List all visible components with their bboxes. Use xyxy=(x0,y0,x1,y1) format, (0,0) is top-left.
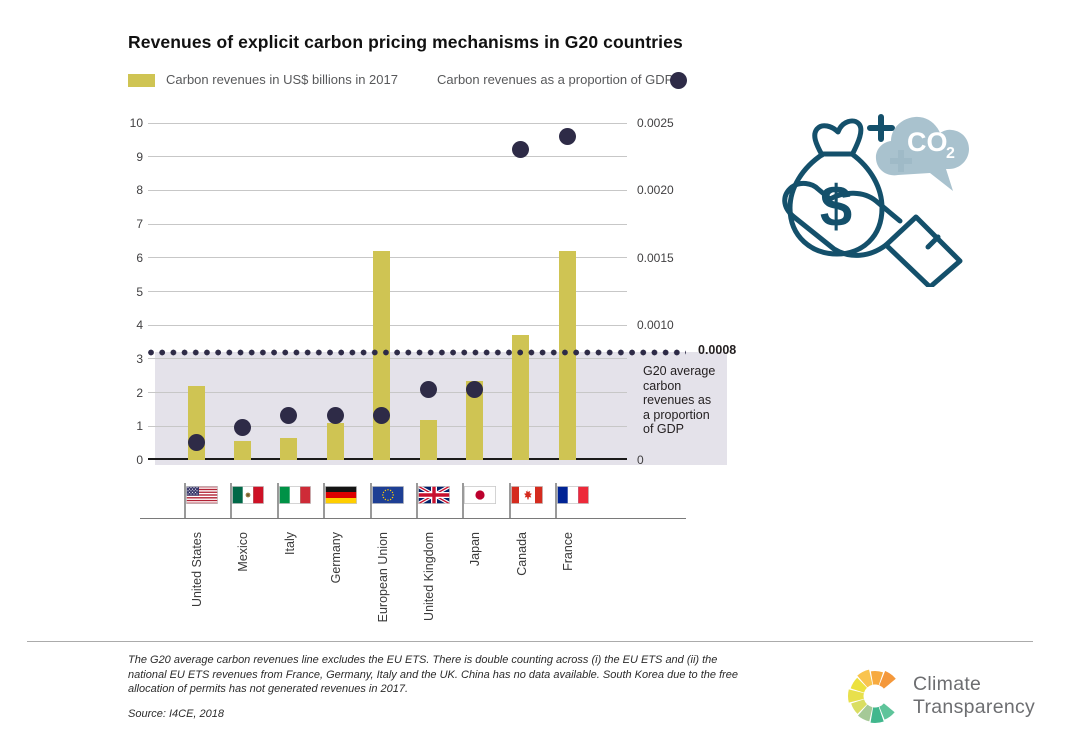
flag-mexico-icon xyxy=(232,486,265,505)
left-axis-tick-label: 10 xyxy=(129,116,143,130)
bar-mexico xyxy=(233,441,251,460)
flag-baseline xyxy=(140,518,686,519)
gridline xyxy=(148,156,627,158)
gdp-dot-japan xyxy=(465,381,483,399)
flag-united-kingdom-icon xyxy=(417,484,451,506)
left-axis-tick-label: 2 xyxy=(136,385,143,400)
flag-united-states-icon xyxy=(186,486,219,505)
logo-wheel-segment xyxy=(851,699,867,714)
left-axis-tick-label: 0 xyxy=(136,453,143,467)
bar-canada xyxy=(512,335,530,460)
flag-japan-icon xyxy=(464,486,497,505)
hand-icon xyxy=(782,180,889,258)
svg-text:2: 2 xyxy=(946,145,955,162)
gridline xyxy=(148,223,627,225)
logo-wheel-segment xyxy=(870,670,884,686)
svg-text:CO: CO xyxy=(907,127,948,157)
country-label: Germany xyxy=(329,532,344,584)
gridline xyxy=(148,189,627,191)
left-axis-tick-label: 1 xyxy=(136,419,143,434)
gdp-dot-germany xyxy=(326,407,344,425)
left-axis-tick-label: 3 xyxy=(136,351,143,366)
right-axis-tick-label: 0.0010 xyxy=(637,318,674,333)
country-label: United Kingdom xyxy=(422,532,436,621)
left-axis-tick-label: 7 xyxy=(136,217,143,232)
co2-cloud-icon: CO 2 xyxy=(875,116,969,191)
dollar-sign: $ xyxy=(820,174,852,239)
left-axis-tick-label: 9 xyxy=(136,149,143,164)
logo-wheel-segment xyxy=(879,703,895,720)
country-label: Japan xyxy=(468,532,483,567)
right-axis-tick-label: 0.0020 xyxy=(637,183,674,198)
left-axis-tick-label: 8 xyxy=(136,183,143,198)
money-co2-illustration: $ CO 2 xyxy=(782,114,969,287)
gdp-dot-european-union xyxy=(373,407,391,425)
gdp-dot-italy xyxy=(280,407,298,425)
gdp-dot-united-kingdom xyxy=(419,381,437,399)
page-title: Revenues of explicit carbon pricing mech… xyxy=(128,32,683,52)
flag-pole xyxy=(555,483,558,518)
flag-pole xyxy=(184,483,186,518)
country-label: Mexico xyxy=(236,532,251,572)
flag-italy-icon xyxy=(278,486,311,505)
climate-transparency-wordmark: Climate Transparency xyxy=(913,673,1035,719)
logo-line2: Transparency xyxy=(913,696,1036,718)
flag-pole xyxy=(323,483,326,518)
flag-pole xyxy=(276,483,279,518)
legend-dot-label: Carbon revenues as a proportion of GDP xyxy=(437,72,674,87)
flag-germany-icon xyxy=(325,486,358,505)
bar-germany xyxy=(326,422,344,460)
flag-pole xyxy=(462,483,465,518)
gdp-dot-united-states xyxy=(187,433,205,451)
flag-european-union-icon xyxy=(371,486,404,505)
plus-icon xyxy=(890,150,912,172)
source-note: Source: I4CE, 2018 xyxy=(128,708,225,720)
logo-wheel-segment xyxy=(857,704,873,722)
gdp-dot-france xyxy=(558,127,576,145)
legend-dot-swatch xyxy=(670,72,687,89)
country-label: Italy xyxy=(282,532,297,555)
bar-united-kingdom xyxy=(419,419,437,460)
logo-wheel-segment xyxy=(847,689,864,703)
flag-pole xyxy=(230,483,233,518)
gridline xyxy=(148,122,627,124)
flag-pole xyxy=(369,483,372,518)
flag-canada-icon xyxy=(510,486,543,505)
bar-italy xyxy=(280,438,298,460)
left-axis-tick-label: 4 xyxy=(136,318,143,333)
footnote: The G20 average carbon revenues line exc… xyxy=(128,654,739,695)
legend-bar-swatch xyxy=(128,74,155,87)
country-label: United States xyxy=(190,532,204,608)
bar-japan xyxy=(465,380,483,460)
climate-transparency-logo-icon xyxy=(847,669,896,723)
left-axis-tick-label: 5 xyxy=(136,284,143,299)
left-axis-tick-label: 6 xyxy=(136,250,143,265)
g20-average-annotation: G20 average carbon revenues as a proport… xyxy=(643,364,716,437)
right-axis-tick-label: 0.0015 xyxy=(637,250,674,265)
right-axis-tick-label: 0.0025 xyxy=(637,116,674,130)
right-axis-tick-label: 0 xyxy=(637,453,644,467)
flag-pole xyxy=(508,483,511,518)
logo-wheel-segment xyxy=(879,670,896,689)
logo-wheel-segment xyxy=(850,677,867,693)
flag-pole xyxy=(416,483,418,518)
logo-wheel-segment xyxy=(857,669,873,688)
footer-divider xyxy=(27,641,1033,642)
country-label: France xyxy=(561,532,576,571)
logo-wheel-segment xyxy=(870,706,884,723)
g20-average-dotted-line xyxy=(148,348,686,356)
country-label: Canada xyxy=(514,532,529,576)
plus-icon xyxy=(867,114,895,142)
flag-france-icon xyxy=(557,486,590,505)
country-label: European Union xyxy=(375,532,390,623)
legend-bar-label: Carbon revenues in US$ billions in 2017 xyxy=(166,72,398,87)
gdp-dot-canada xyxy=(512,141,530,159)
logo-line1: Climate xyxy=(913,673,982,695)
reference-line-value: 0.0008 xyxy=(698,343,737,357)
gdp-dot-mexico xyxy=(233,419,251,437)
money-bag-icon xyxy=(782,114,963,287)
